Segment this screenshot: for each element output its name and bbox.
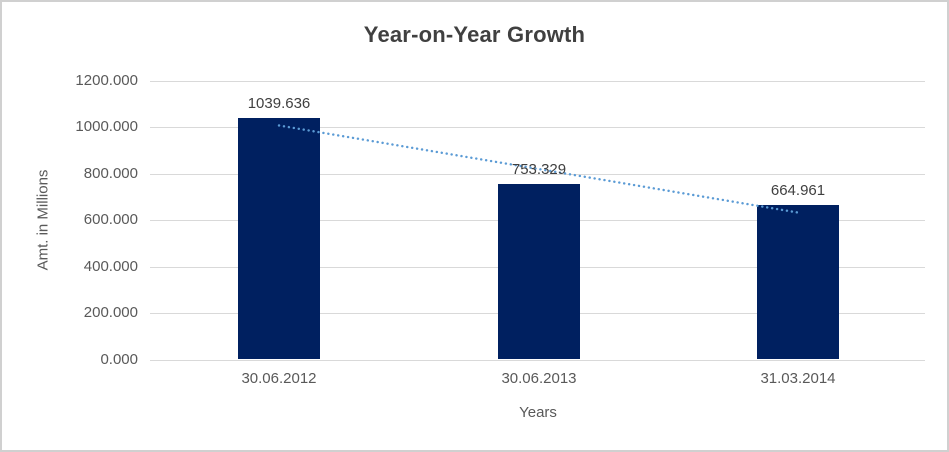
gridline: [150, 80, 925, 82]
y-tick-label: 1200.000: [75, 71, 138, 89]
y-tick-label: 1000.000: [75, 118, 138, 135]
x-tick-label: 30.06.2013: [501, 370, 577, 387]
y-tick-label: 800.000: [83, 164, 138, 182]
bar: [238, 117, 320, 360]
data-label: 664.961: [770, 181, 826, 199]
gridline: [150, 359, 925, 361]
x-tick-label: 31.03.2014: [760, 370, 836, 387]
data-label: 753.329: [511, 161, 567, 179]
y-tick-label: 200.000: [83, 304, 138, 321]
y-tick-label: 0.000: [100, 350, 138, 368]
x-tick-label: 30.06.2012: [241, 370, 317, 387]
y-tick-label: 400.000: [83, 257, 138, 275]
x-axis-title: Years: [519, 404, 557, 421]
y-tick-label: 600.000: [83, 211, 138, 228]
data-label: 1039.636: [247, 94, 311, 112]
bar: [757, 204, 839, 360]
chart-title: Year-on-Year Growth: [363, 22, 586, 47]
bar: [498, 184, 580, 360]
